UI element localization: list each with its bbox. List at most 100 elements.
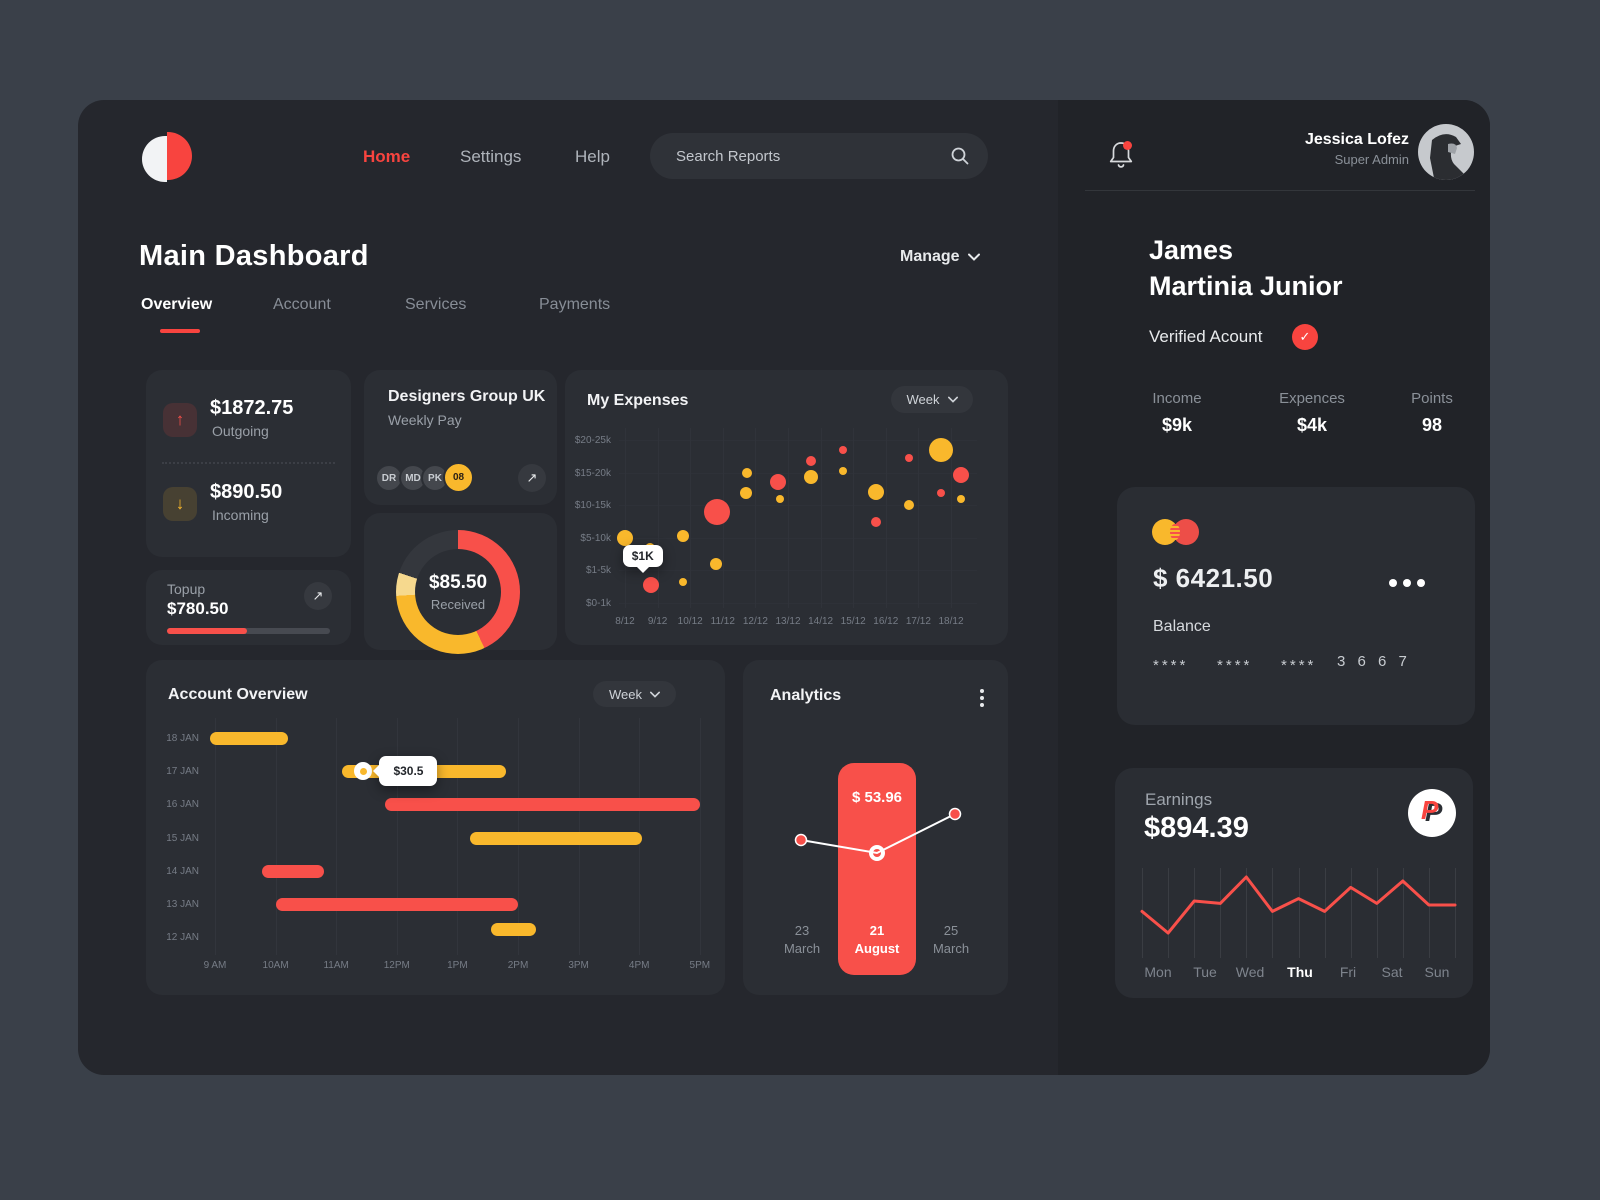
row-label: 18 JAN	[166, 733, 199, 744]
search-icon[interactable]	[950, 146, 970, 166]
grid-line	[885, 428, 887, 608]
expense-bubble	[868, 483, 885, 500]
nav-help[interactable]: Help	[575, 147, 610, 166]
x-axis-label: 9 AM	[203, 960, 227, 971]
group-title: Designers Group UK	[388, 388, 546, 405]
gantt-bar	[210, 731, 288, 745]
day-label[interactable]: Thu	[1287, 964, 1313, 980]
earnings-chart: Mon Tue Wed Thu Fri Sat Sun	[1115, 768, 1473, 998]
expense-bubble	[775, 494, 784, 503]
incoming-label: Incoming	[212, 507, 269, 523]
gantt-bar	[275, 897, 518, 911]
gantt-bar	[469, 831, 643, 845]
expense-bubble	[679, 578, 688, 587]
row-label: 13 JAN	[166, 899, 199, 910]
expense-bubble	[770, 474, 787, 491]
grid-line	[1376, 868, 1378, 958]
brand-logo-icon[interactable]	[142, 132, 192, 182]
chevron-down-icon	[967, 253, 980, 261]
user-name: Jessica Lofez	[1304, 131, 1409, 148]
stat-income: Income $9k	[1152, 390, 1202, 435]
balance-card: $ 6421.50 Balance **** **** **** 3 6 6 7	[1117, 487, 1475, 725]
arrow-up-right-icon[interactable]: ↗	[304, 582, 332, 610]
x-axis-label: 8/12	[615, 616, 635, 627]
grid-line	[619, 603, 977, 604]
account-overview-period-select[interactable]: Week	[593, 681, 676, 707]
row-label: 16 JAN	[166, 799, 199, 810]
gantt-bar	[262, 864, 325, 878]
analytics-card: Analytics $ 53.96 23 March 21 August 25 March	[743, 660, 1008, 995]
y-axis-label: $0-1k	[585, 598, 611, 609]
ellipsis-menu-icon[interactable]	[1383, 574, 1425, 592]
x-axis-label: 10AM	[262, 960, 289, 971]
grid-line	[1350, 868, 1352, 958]
tab-account[interactable]: Account	[273, 296, 331, 313]
y-axis-label: $15-20k	[574, 467, 611, 479]
earnings-amount: $894.39	[1144, 812, 1249, 844]
tab-payments[interactable]: Payments	[539, 296, 611, 313]
day-label[interactable]: Wed	[1235, 964, 1265, 980]
tab-services[interactable]: Services	[405, 296, 467, 313]
x-axis-label: 11/12	[710, 616, 735, 627]
cashflow-card: ↑ $1872.75 Outgoing ↓ $890.50 Incoming	[146, 370, 351, 557]
expense-bubble	[642, 576, 659, 593]
day-label[interactable]: Fri	[1339, 964, 1357, 980]
analytics-highlight-bar	[838, 763, 916, 975]
tab-overview[interactable]: Overview	[141, 296, 213, 313]
notifications-bell-icon[interactable]	[1106, 138, 1136, 177]
grid-line	[1246, 868, 1248, 958]
x-axis-label: 14/12	[808, 616, 834, 627]
grid-line	[215, 718, 216, 955]
expense-bubble	[805, 456, 816, 467]
user-info: Jessica Lofez Super Admin	[1305, 131, 1409, 167]
y-axis-label: $5-10k	[580, 532, 611, 544]
verified-check-icon: ✓	[1292, 324, 1318, 350]
nav-home[interactable]: Home	[363, 147, 411, 166]
balance-amount: $ 6421.50	[1153, 563, 1274, 593]
x-axis-label: 9/12	[647, 616, 668, 627]
day-label[interactable]: Sat	[1381, 964, 1403, 980]
account-overview-card: Account Overview Week 18 JAN 17 JAN 16 JAN…	[146, 660, 725, 995]
incoming-value: $890.50	[210, 481, 283, 503]
search-bar[interactable]	[650, 133, 988, 179]
gantt-bar	[384, 797, 700, 811]
grid-line	[619, 570, 977, 572]
earnings-line	[1140, 875, 1457, 935]
row-label: 14 JAN	[166, 866, 199, 877]
x-axis-label: 17/12	[905, 616, 931, 627]
grid-line	[1168, 868, 1170, 958]
kebab-menu-icon[interactable]	[980, 686, 984, 710]
x-axis-label: 11AM	[323, 960, 349, 971]
day-label[interactable]: Sun	[1424, 964, 1450, 980]
grid-line	[1324, 868, 1326, 958]
x-axis-label: 10/12	[677, 616, 703, 627]
earnings-label: Earnings	[1145, 790, 1213, 809]
profile-name: James Martinia Junior	[1149, 235, 1343, 301]
search-input[interactable]	[676, 147, 950, 165]
x-axis-label: 4PM	[628, 960, 650, 971]
expenses-period-select[interactable]: Week	[891, 386, 973, 413]
topup-card: Topup $780.50 ↗	[146, 570, 351, 645]
group-card: Designers Group UK Weekly Pay DR MD PK 0…	[364, 370, 557, 505]
analytics-x-label: 23 March	[783, 923, 821, 956]
day-label[interactable]: Tue	[1193, 964, 1217, 980]
expense-bubble	[956, 495, 965, 504]
x-axis-label: 15/12	[840, 616, 866, 627]
arrow-up-right-icon[interactable]: ↗	[518, 464, 546, 492]
user-role: Super Admin	[1334, 152, 1409, 167]
grid-line	[657, 428, 659, 608]
nav-settings[interactable]: Settings	[460, 147, 522, 166]
expenses-title: My Expenses	[587, 392, 689, 409]
received-value: $85.50	[428, 572, 488, 593]
avatar-count[interactable]: 08	[443, 462, 474, 493]
arrow-up-icon: ↑	[163, 403, 197, 437]
analytics-x-label: 21 August	[854, 923, 900, 956]
avatar[interactable]	[1418, 124, 1474, 185]
x-axis-label: 2PM	[507, 960, 529, 971]
day-label[interactable]: Mon	[1144, 964, 1172, 980]
manage-dropdown[interactable]: Manage	[900, 248, 980, 266]
grid-line	[1402, 868, 1404, 958]
tooltip: $1K	[622, 544, 663, 573]
account-overview-title: Account Overview	[168, 686, 308, 703]
x-axis-label: 5PM	[689, 960, 711, 971]
